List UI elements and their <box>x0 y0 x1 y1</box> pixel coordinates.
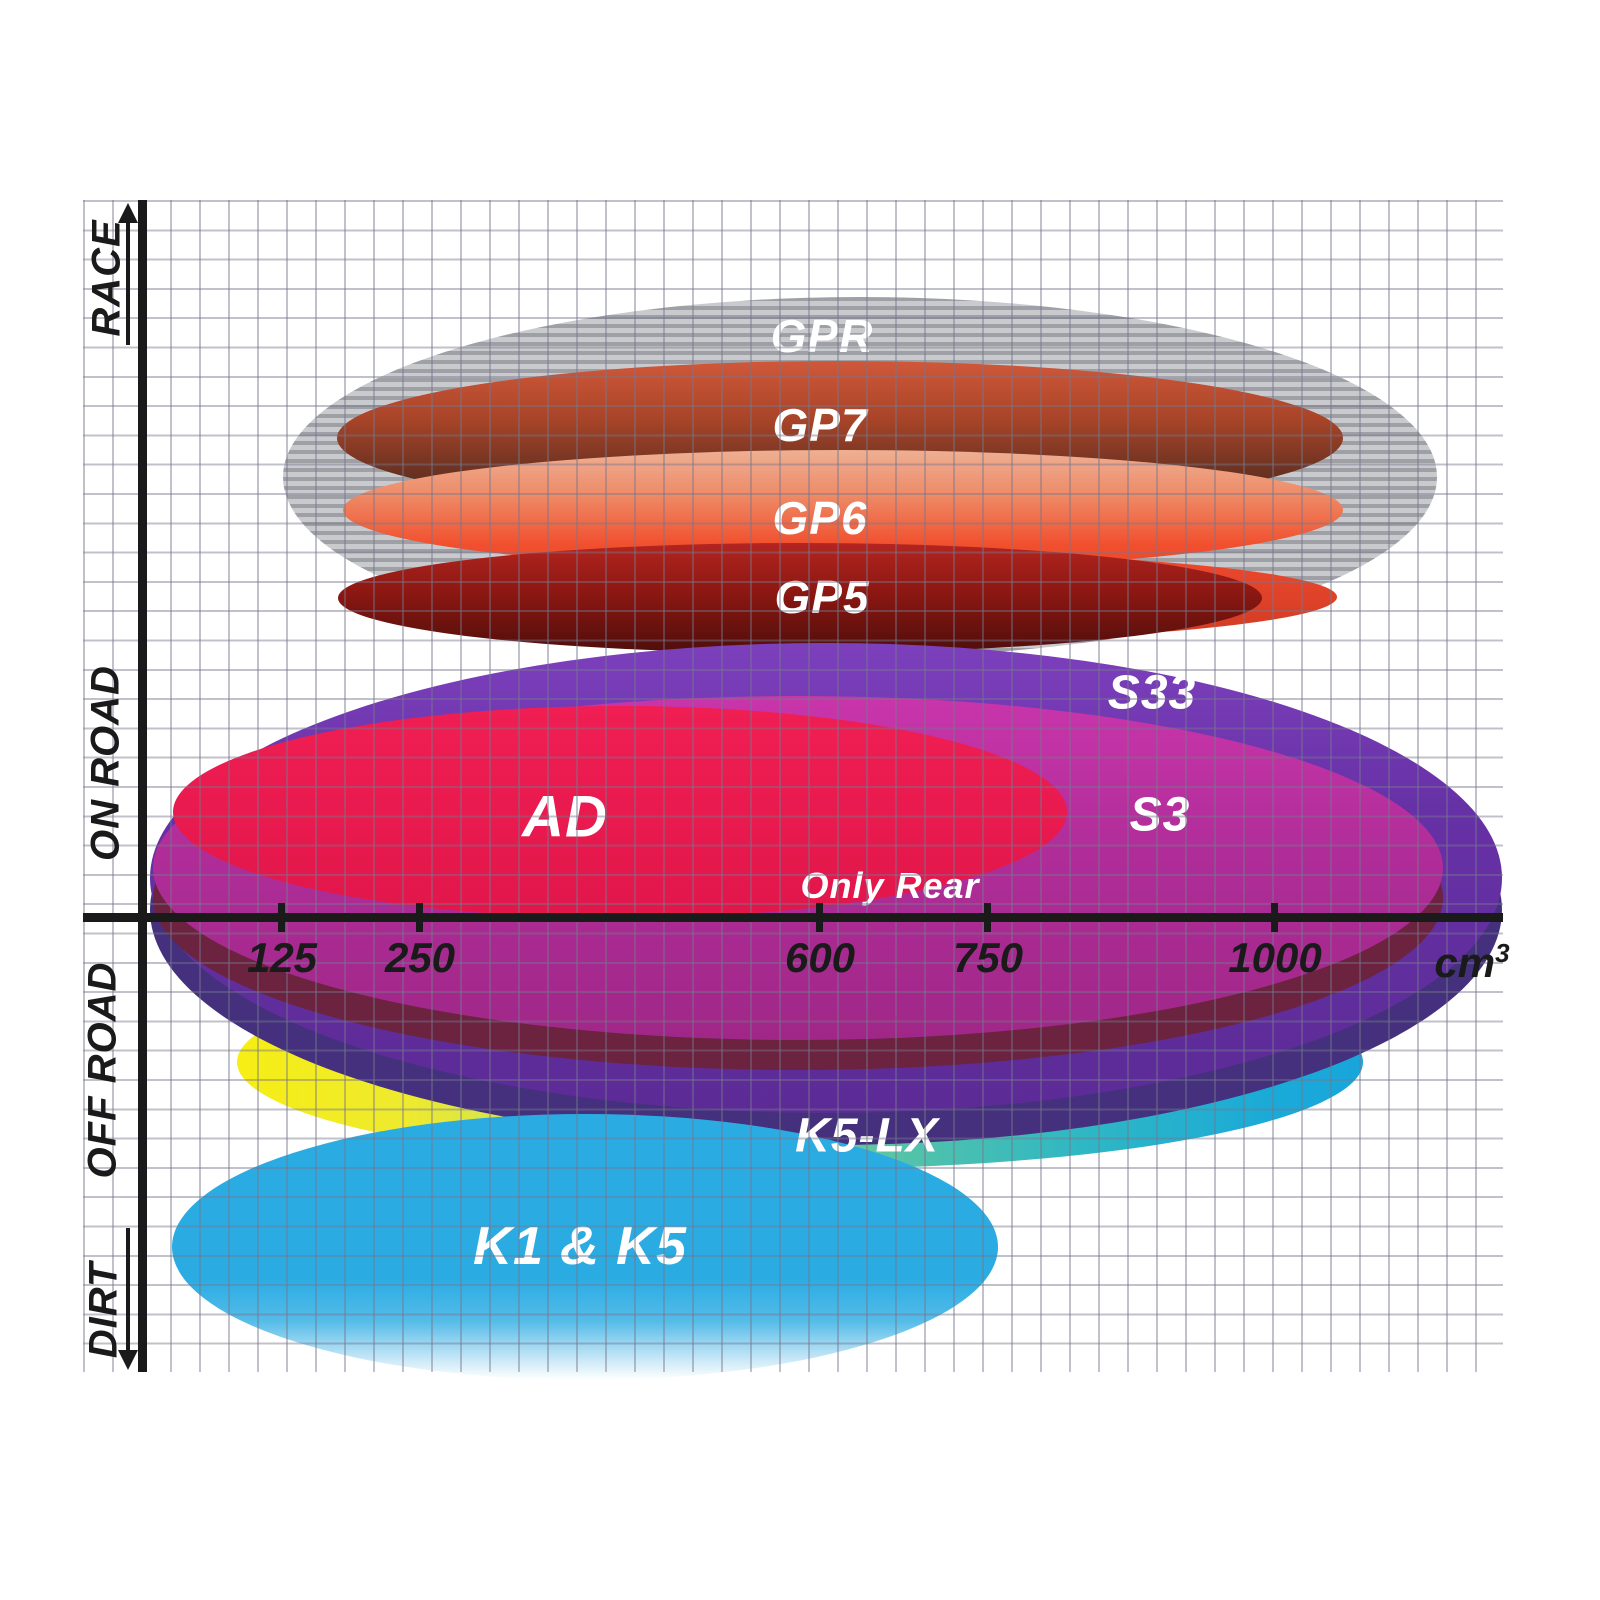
x-tick-750 <box>984 903 991 932</box>
label-gp5: GP5 <box>774 571 870 623</box>
oval-ad <box>173 706 1067 918</box>
race-arrow-shaft <box>126 221 130 345</box>
label-k1k5: K1 & K5 <box>472 1216 688 1276</box>
x-tick-label-600: 600 <box>784 934 856 981</box>
x-tick-label-250: 250 <box>384 934 456 981</box>
x-axis-unit-base: cm <box>1434 939 1496 986</box>
label-s33: S33 <box>1107 666 1197 720</box>
y-label-race: RACE <box>84 219 129 337</box>
x-tick-250 <box>416 903 423 932</box>
y-label-on-road: ON ROAD <box>83 665 128 861</box>
x-axis-unit: cm3 <box>1434 938 1509 987</box>
label-only-rear: Only Rear <box>800 865 980 906</box>
label-gp7: GP7 <box>772 399 868 451</box>
x-tick-label-750: 750 <box>952 934 1024 981</box>
x-tick-1000 <box>1271 903 1278 932</box>
label-gp6: GP6 <box>772 492 868 544</box>
y-axis-line <box>138 200 147 1372</box>
oval-k1k5 <box>172 1114 998 1380</box>
dirt-arrow-shaft <box>126 1228 130 1352</box>
label-s3: S3 <box>1129 788 1191 842</box>
race-arrow-icon <box>118 203 138 223</box>
dirt-arrow-icon <box>118 1350 138 1370</box>
y-label-off-road: OFF ROAD <box>80 961 125 1179</box>
y-label-dirt: DIRT <box>81 1261 126 1359</box>
label-ad: AD <box>522 784 608 850</box>
x-tick-600 <box>816 903 823 932</box>
oval-gp5 <box>338 543 1262 653</box>
label-k5lx: K5-LX <box>795 1109 939 1163</box>
x-tick-label-1000: 1000 <box>1228 934 1322 981</box>
x-tick-125 <box>278 903 285 932</box>
x-tick-label-125: 125 <box>246 934 318 981</box>
label-gpr: GPR <box>770 310 874 362</box>
x-axis-unit-exponent: 3 <box>1495 938 1510 968</box>
x-axis-line <box>83 913 1503 922</box>
